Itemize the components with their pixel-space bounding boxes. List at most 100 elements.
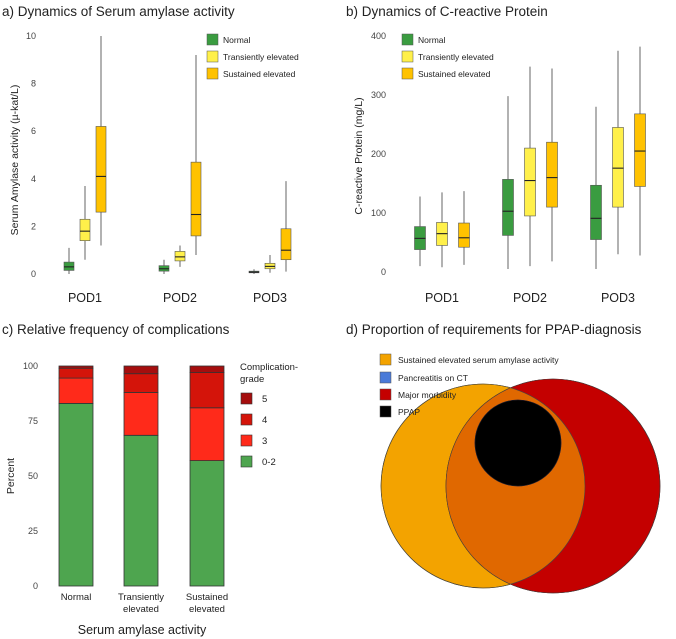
c-ytick-4: 100 [23,361,38,371]
a-box-pod2-2 [190,55,202,255]
box-iqr [280,228,292,261]
b-ytick-2: 200 [371,149,386,159]
venn-legend-label-ct: Pancreatitis on CT [398,373,468,383]
b-box-pod2-2 [546,68,558,262]
panel-a-ylabel: Serum Amylase activity (µ-kat/L) [9,85,21,236]
c-bar-1-grade-0-2 [123,434,159,587]
a-ytick-3: 6 [31,126,36,136]
b-ytick-1: 100 [371,208,386,218]
c-legend-swatch-0-2 [240,455,253,468]
b-box-pod3-0 [590,106,602,270]
c-xtick-1-0: Transiently [118,592,164,603]
a-box-pod1-1 [79,185,91,260]
a-legend-swatch-2 [206,67,219,80]
venn-legend-swatch-morbidity [379,388,392,401]
a-ytick-5: 10 [26,31,36,41]
panel-d-venn: Sustained elevated serum amylase activit… [379,353,661,594]
venn-legend-swatch-amylase [379,353,392,366]
b-legend-swatch-1 [401,50,414,63]
a-xtick-pod3: POD3 [253,291,287,305]
box-iqr [63,261,75,271]
b-xtick-pod3: POD3 [601,291,635,305]
c-legend-label-5: 5 [262,394,267,405]
panel-c-ylabel: Percent [5,458,17,494]
venn-legend-swatch-ppap [379,405,392,418]
b-legend-label-0: Normal [418,35,446,45]
venn-legend-label-morbidity: Major morbidity [398,390,457,400]
c-legend-label-3: 3 [262,436,267,447]
a-legend-swatch-1 [206,50,219,63]
c-bar-0-grade-5 [58,365,94,369]
c-ytick-0: 0 [33,581,38,591]
b-xtick-pod1: POD1 [425,291,459,305]
panel-b-plot: 0 100 200 300 400 POD1 POD2 POD3 Normal Transient… [371,31,646,305]
venn-legend-label-amylase: Sustained elevated serum amylase activit… [398,355,559,365]
panel-d-title: d) Proportion of requirements for PPAP-d… [346,322,642,337]
panel-a-title: a) Dynamics of Serum amylase activity [2,4,235,19]
b-box-pod3-2 [634,46,646,256]
a-xtick-pod2: POD2 [163,291,197,305]
a-ytick-2: 4 [31,174,36,184]
venn-ppap-region [475,400,561,486]
b-ytick-0: 0 [381,267,386,277]
c-bar-1-grade-4 [123,373,159,393]
b-legend-swatch-2 [401,67,414,80]
b-legend-label-1: Transiently elevated [418,52,494,62]
b-box-pod1-0 [414,196,426,267]
c-bar-2-grade-3 [189,407,225,461]
c-legend-swatch-4 [240,413,253,426]
c-xtick-1-1: elevated [123,604,159,615]
c-xtick-0-0: Normal [61,592,92,603]
a-box-pod1-0 [63,247,75,274]
a-box-pod3-2 [280,181,292,272]
box-iqr [524,147,536,217]
c-ytick-3: 75 [28,416,38,426]
a-legend-label-1: Transiently elevated [223,52,299,62]
a-legend-swatch-0 [206,33,219,46]
c-xtick-2-1: elevated [189,604,225,615]
c-ytick-2: 50 [28,471,38,481]
c-bar-0-grade-3 [58,377,94,404]
box-iqr [174,251,186,262]
b-legend-swatch-0 [401,33,414,46]
panel-c-title: c) Relative frequency of complications [2,322,230,337]
venn-legend-swatch-ct [379,371,392,384]
a-ytick-1: 2 [31,221,36,231]
a-box-pod3-1 [264,254,276,273]
box-iqr [458,222,470,248]
c-bar-1-grade-5 [123,365,159,375]
box-iqr [79,218,91,241]
a-legend-label-2: Sustained elevated [223,69,296,79]
c-bar-2-grade-4 [189,372,225,409]
b-ytick-3: 300 [371,90,386,100]
panel-c-xlabel: Serum amylase activity [78,623,207,637]
c-ytick-1: 25 [28,526,38,536]
c-bar-0-grade-0-2 [58,402,94,587]
c-legend-label-0-2: 0-2 [262,457,276,468]
panel-b-title: b) Dynamics of C-reactive Protein [346,4,548,19]
box-iqr [95,126,107,213]
panel-b-ylabel: C-reactive Protein (mg/L) [353,97,365,214]
c-bar-0-grade-4 [58,367,94,379]
c-xtick-2-0: Sustained [186,592,228,603]
box-iqr [612,127,624,208]
box-iqr [546,141,558,208]
a-box-pod1-2 [95,36,107,246]
b-box-pod2-0 [502,96,514,270]
a-box-pod2-1 [174,245,186,267]
b-box-pod1-2 [458,191,470,265]
box-iqr [190,161,202,237]
b-xtick-pod2: POD2 [513,291,547,305]
box-iqr [634,113,646,187]
b-box-pod3-1 [612,50,624,255]
c-legend-title-0: Complication- [240,362,298,373]
c-bar-1-grade-3 [123,391,159,436]
a-xtick-pod1: POD1 [68,291,102,305]
b-box-pod1-1 [436,192,448,268]
b-ytick-4: 400 [371,31,386,41]
c-bar-2-grade-5 [189,365,225,373]
b-legend-label-2: Sustained elevated [418,69,491,79]
box-iqr [590,184,602,240]
